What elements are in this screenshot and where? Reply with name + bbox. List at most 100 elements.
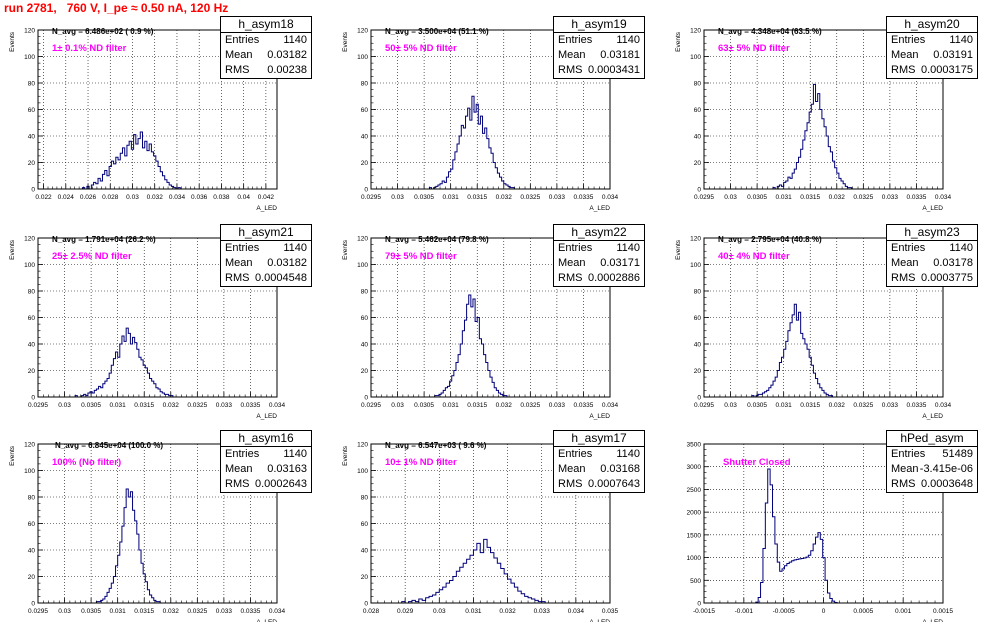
stats-box: h_asym23 Entries 1140 Mean 0.03178 RMS 0.00037… <box>886 224 978 287</box>
y-axis: 0 20 40 60 80 100 120 <box>690 236 709 402</box>
x-tick-label: 0.0325 <box>187 608 207 615</box>
grid <box>371 30 610 189</box>
stats-row-rms: RMS 0.0004548 <box>221 271 311 286</box>
x-tick-label: 0.0315 <box>467 194 487 201</box>
stats-value: 0.03178 <box>933 257 973 269</box>
stats-row-entries: Entries 1140 <box>887 241 977 256</box>
x-tick-label: 0.0335 <box>240 608 260 615</box>
y-tick-label: 0 <box>697 395 701 402</box>
stats-row-rms: RMS 0.0002643 <box>221 477 311 492</box>
y-tick-label: 100 <box>357 262 368 269</box>
x-tick-label: 0.033 <box>549 194 566 201</box>
x-tick-label: -0.0015 <box>693 608 715 615</box>
y-tick-label: 120 <box>690 236 701 243</box>
histogram-panel-h_asym16: 0.0295 0.03 0.0305 0.031 0.0315 0.032 0.0325 0.… <box>0 430 330 622</box>
x-axis: 0.0295 0.03 0.0305 0.031 0.0315 0.032 0.0325 0.… <box>694 392 952 409</box>
x-tick-label: -0.001 <box>735 608 754 615</box>
stats-box-title: h_asym18 <box>221 17 311 33</box>
y-tick-label: 20 <box>28 368 36 375</box>
stats-label: RMS <box>225 272 250 284</box>
x-tick-label: 0.032 <box>496 194 513 201</box>
stats-box-title: h_asym23 <box>887 225 977 241</box>
x-tick-label: 0.0335 <box>573 402 593 409</box>
stats-label: RMS <box>558 64 583 76</box>
histogram-plot: 0.0295 0.03 0.0305 0.031 0.0315 0.032 0.0325 0.… <box>342 236 619 421</box>
stats-row-rms: RMS 0.0003175 <box>887 63 977 78</box>
y-tick-label: 100 <box>357 54 368 61</box>
y-tick-label: 3500 <box>687 442 702 449</box>
y-tick-label: 120 <box>690 28 701 35</box>
x-tick-label: 0.031 <box>776 402 793 409</box>
stats-box-title: h_asym22 <box>554 225 644 241</box>
grid <box>704 238 943 397</box>
x-axis-title: A_LED <box>256 619 277 622</box>
histogram-series <box>751 303 834 398</box>
stats-box: h_asym18 Entries 1140 Mean 0.03182 RMS 0.00238 <box>220 16 312 79</box>
grid <box>704 444 943 603</box>
stats-row-rms: RMS 0.0003775 <box>887 271 977 286</box>
stats-box: h_asym20 Entries 1140 Mean 0.03191 RMS 0.00031… <box>886 16 978 79</box>
y-tick-label: 100 <box>24 262 35 269</box>
histogram-series <box>74 327 174 398</box>
x-tick-label: 0.0295 <box>28 402 48 409</box>
stats-label: Mean <box>225 463 253 475</box>
x-axis-title: A_LED <box>256 205 277 212</box>
x-tick-label: 0.0305 <box>747 402 767 409</box>
y-axis-title: Events <box>9 239 16 260</box>
x-axis: 0.0295 0.03 0.0305 0.031 0.0315 0.032 0.0325 0.… <box>361 392 619 409</box>
histogram-panel-h_asym19: 0.0295 0.03 0.0305 0.031 0.0315 0.032 0.0325 0.… <box>333 16 663 221</box>
y-tick-label: 80 <box>361 495 369 502</box>
stats-label: Entries <box>891 34 926 46</box>
histogram-series <box>772 83 853 190</box>
x-axis-title: A_LED <box>922 619 943 622</box>
stats-value: 0.0003175 <box>921 64 973 76</box>
histogram-series <box>401 538 546 604</box>
x-tick-label: 0.031 <box>110 608 127 615</box>
x-tick-label: 0.0295 <box>694 402 714 409</box>
x-tick-label: 0.0305 <box>81 608 101 615</box>
x-tick-label: -0.0005 <box>773 608 795 615</box>
y-tick-label: 80 <box>28 495 36 502</box>
stats-value: 0.0002886 <box>588 272 640 284</box>
x-tick-label: 0.0335 <box>240 402 260 409</box>
stats-value: 1140 <box>616 242 640 254</box>
histogram-plot: 0.0295 0.03 0.0305 0.031 0.0315 0.032 0.0325 0.… <box>9 236 286 421</box>
stats-value: 0.0003431 <box>588 64 640 76</box>
y-axis-title: Events <box>342 31 349 52</box>
stats-row-entries: Entries 1140 <box>887 33 977 48</box>
y-tick-label: 3000 <box>687 464 702 471</box>
stats-value: 1140 <box>283 448 307 460</box>
histogram-plot: -0.0015 -0.001 -0.0005 0 0.0005 0.001 0.0015 0 5… <box>687 442 954 622</box>
stats-value: 0.03182 <box>267 257 307 269</box>
stats-row-rms: RMS 0.00238 <box>221 63 311 78</box>
stats-row-entries: Entries 51489 <box>887 447 977 462</box>
y-tick-label: 40 <box>28 342 36 349</box>
stats-row-rms: RMS 0.0002886 <box>554 271 644 286</box>
y-tick-label: 80 <box>28 289 36 296</box>
x-axis: 0.0295 0.03 0.0305 0.031 0.0315 0.032 0.0325 0.… <box>361 184 619 201</box>
x-tick-label: 0.033 <box>549 402 566 409</box>
stats-label: RMS <box>891 478 916 490</box>
y-tick-label: 20 <box>694 160 702 167</box>
y-axis-title: Events <box>342 445 349 466</box>
x-tick-label: 0.032 <box>147 194 164 201</box>
x-tick-label: 0.032 <box>829 402 846 409</box>
x-axis: 0.0295 0.03 0.0305 0.031 0.0315 0.032 0.0325 0.… <box>28 392 286 409</box>
x-tick-label: 0.0325 <box>853 194 873 201</box>
x-tick-label: 0.0305 <box>414 402 434 409</box>
y-tick-label: 20 <box>361 160 369 167</box>
n-avg-label: N_avg = 4.348e+04 (63.5 %) <box>718 27 822 36</box>
x-tick-label: 0.029 <box>397 608 414 615</box>
x-tick-label: 0.0295 <box>361 402 381 409</box>
y-tick-label: 20 <box>361 368 369 375</box>
x-tick-label: 0.033 <box>882 194 899 201</box>
y-axis: 0 20 40 60 80 100 120 <box>24 442 43 608</box>
stats-row-mean: Mean 0.03182 <box>221 48 311 63</box>
grid <box>371 238 610 397</box>
stats-value: 1140 <box>616 448 640 460</box>
histogram-plot: 0.0295 0.03 0.0305 0.031 0.0315 0.032 0.0325 0.… <box>675 28 952 213</box>
y-axis: 0 20 40 60 80 100 120 <box>24 236 43 402</box>
histogram-panel-h_asym18: 0.022 0.024 0.026 0.028 0.03 0.032 0.034 0.036 0… <box>0 16 330 221</box>
stats-value: 0.00238 <box>267 64 307 76</box>
x-axis-title: A_LED <box>922 205 943 212</box>
